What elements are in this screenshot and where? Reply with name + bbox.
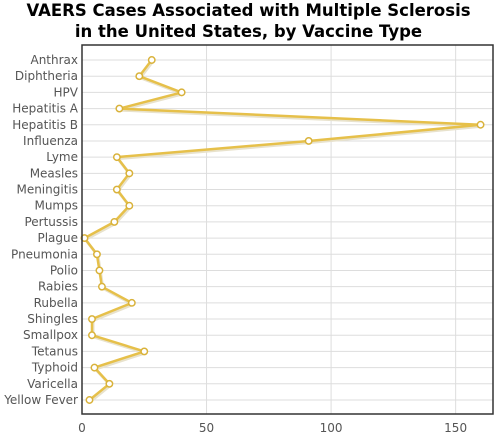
plot-frame	[81, 44, 494, 415]
y-tick-label-meningitis: Meningitis	[16, 183, 78, 197]
series-multiple-sclerosis-cases	[83, 58, 483, 403]
y-tick-label-rubella: Rubella	[34, 296, 78, 310]
data-point-anthrax	[147, 56, 156, 64]
data-point-varicella	[105, 379, 114, 388]
x-tick-label-50: 50	[199, 421, 214, 435]
y-tick-label-typhoid: Typhoid	[31, 361, 78, 375]
data-point-rabies	[97, 282, 106, 291]
chart-title-line-1: VAERS Cases Associated with Multiple Scl…	[26, 1, 471, 20]
y-axis-tick-labels: Anthrax Diphtheria HPV Hepatitis A Hepatitis…	[3, 53, 79, 407]
data-point-hpv	[177, 88, 186, 97]
y-tick-label-lyme: Lyme	[46, 150, 78, 164]
data-point-polio	[95, 266, 104, 275]
data-point-meningitis	[112, 185, 121, 194]
chart-title: VAERS Cases Associated with Multiple Scl…	[0, 0, 497, 42]
y-tick-label-influenza: Influenza	[23, 134, 78, 148]
data-markers	[80, 56, 485, 404]
x-tick-label-100: 100	[320, 421, 343, 435]
y-tick-label-rabies: Rabies	[38, 280, 78, 294]
y-tick-label-measles: Measles	[30, 166, 78, 180]
data-point-lyme	[112, 153, 121, 162]
data-point-hepatitis-a	[115, 104, 124, 113]
grid-lines	[81, 45, 493, 414]
data-point-smallpox	[88, 331, 96, 340]
y-tick-label-anthrax: Anthrax	[30, 53, 78, 67]
data-point-influenza	[304, 137, 313, 145]
y-tick-label-tetanus: Tetanus	[31, 344, 78, 358]
y-tick-label-hepatitis-a: Hepatitis A	[12, 102, 79, 116]
y-tick-label-plague: Plague	[37, 231, 78, 245]
data-point-measles	[125, 169, 134, 178]
data-point-rubella	[127, 298, 136, 307]
data-point-yellow-fever	[85, 396, 94, 404]
y-tick-label-yellow-fever: Yellow Fever	[3, 393, 78, 407]
chart-title-line-2: in the United States, by Vaccine Type	[74, 22, 423, 41]
x-tick-label-0: 0	[78, 421, 86, 435]
y-tick-label-hepatitis-b: Hepatitis B	[12, 118, 78, 132]
series-line	[83, 58, 482, 402]
y-tick-label-varicella: Varicella	[27, 377, 78, 391]
data-point-pertussis	[110, 217, 119, 226]
x-tick-label-150: 150	[444, 421, 467, 435]
y-tick-label-mumps: Mumps	[34, 199, 78, 213]
y-tick-label-pneumonia: Pneumonia	[11, 247, 78, 261]
y-tick-label-pertussis: Pertussis	[24, 215, 78, 229]
x-axis-tick-labels: 0 50 100 150	[78, 421, 467, 435]
y-tick-label-diphtheria: Diphtheria	[15, 69, 78, 83]
y-tick-label-smallpox: Smallpox	[23, 328, 78, 342]
y-tick-label-polio: Polio	[50, 263, 78, 277]
data-point-diphtheria	[135, 72, 144, 81]
data-point-shingles	[88, 315, 96, 323]
data-point-mumps	[125, 201, 134, 210]
data-point-typhoid	[90, 363, 99, 372]
data-point-tetanus	[140, 347, 149, 356]
data-point-pneumonia	[92, 250, 101, 259]
y-tick-label-shingles: Shingles	[27, 312, 78, 326]
data-point-hepatitis-b	[476, 120, 485, 129]
y-tick-label-hpv: HPV	[54, 85, 79, 99]
